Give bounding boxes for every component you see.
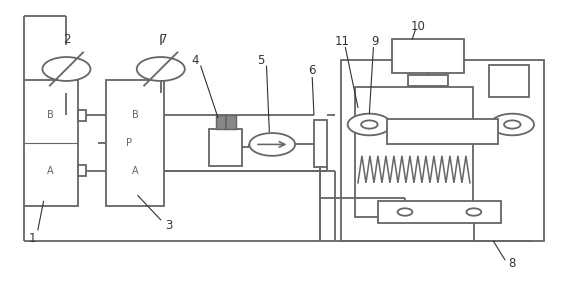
Circle shape — [348, 114, 391, 135]
Bar — [341, 60, 544, 241]
Circle shape — [466, 208, 481, 216]
Bar — [408, 75, 448, 86]
Circle shape — [42, 57, 91, 81]
Bar — [378, 201, 501, 223]
Text: B: B — [48, 110, 54, 120]
Text: 6: 6 — [308, 64, 316, 77]
Bar — [393, 39, 464, 73]
Bar — [78, 110, 86, 121]
Bar — [209, 129, 242, 166]
Bar — [216, 114, 236, 129]
Text: 5: 5 — [257, 54, 265, 67]
Bar — [107, 80, 164, 206]
Circle shape — [490, 114, 534, 135]
Text: 9: 9 — [371, 35, 379, 48]
Circle shape — [361, 120, 378, 129]
Bar — [78, 165, 86, 176]
Bar — [387, 119, 498, 144]
Text: A: A — [132, 166, 138, 176]
Text: 1: 1 — [29, 232, 36, 245]
Text: P: P — [126, 138, 132, 148]
Text: 7: 7 — [160, 33, 167, 45]
Bar — [489, 65, 529, 98]
Text: A: A — [48, 166, 54, 176]
Text: 4: 4 — [191, 54, 199, 67]
Text: 8: 8 — [509, 257, 516, 271]
Text: 3: 3 — [166, 219, 173, 232]
Bar — [23, 80, 78, 206]
Circle shape — [398, 208, 413, 216]
Bar — [355, 87, 473, 217]
Circle shape — [249, 133, 295, 156]
Text: 11: 11 — [335, 35, 350, 48]
Text: B: B — [132, 110, 139, 120]
Circle shape — [137, 57, 185, 81]
Bar — [314, 120, 327, 167]
Text: 2: 2 — [62, 33, 70, 45]
Circle shape — [504, 120, 520, 129]
Text: 10: 10 — [410, 20, 425, 33]
